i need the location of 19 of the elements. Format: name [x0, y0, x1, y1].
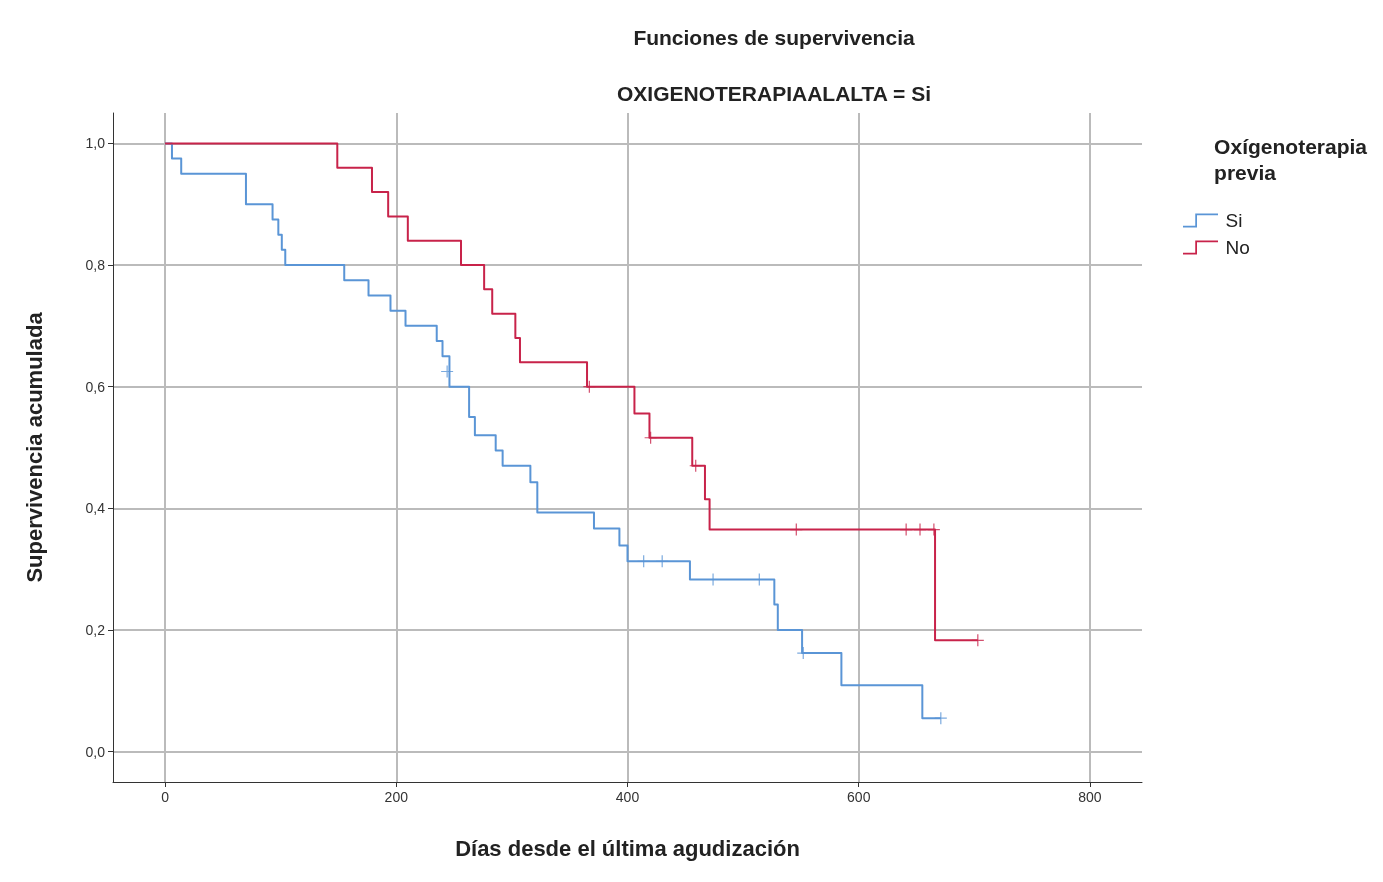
legend-title: Oxígenoterapia previa: [1214, 134, 1368, 184]
chart-title: Funciones de supervivencia: [633, 26, 915, 49]
x-tick-label: 0: [161, 789, 170, 805]
y-tick-label: 0,8: [85, 257, 106, 274]
x-tick-label: 600: [847, 789, 871, 805]
y-tick-label: 0,2: [85, 621, 106, 638]
point: [914, 523, 927, 536]
y-tick-label: 1,0: [85, 135, 106, 152]
y-tick-label: 0,0: [85, 743, 106, 760]
y-axis-title: Supervivencia acumulada: [21, 311, 47, 583]
chart-subtitle: OXIGENOTERAPIAALALTA = Si: [616, 82, 932, 105]
legend-label: No: [1225, 237, 1250, 258]
legend-label: Si: [1225, 210, 1243, 231]
x-axis-title: Días desde el última agudización: [455, 835, 800, 861]
x-tick-label: 800: [1078, 789, 1102, 805]
y-tick-label: 0,6: [85, 378, 106, 395]
x-tick-label: 200: [384, 789, 409, 805]
x-tick-label: 400: [615, 789, 640, 805]
y-tick-label: 0,4: [85, 500, 106, 517]
